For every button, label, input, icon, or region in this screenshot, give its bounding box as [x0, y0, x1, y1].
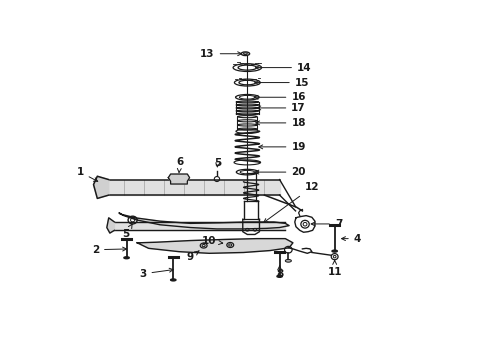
Text: 2: 2: [92, 245, 126, 255]
Text: 4: 4: [342, 234, 361, 244]
Text: 20: 20: [255, 167, 306, 177]
Text: 5: 5: [214, 158, 221, 168]
Text: 14: 14: [256, 63, 312, 73]
Text: 6: 6: [176, 157, 183, 173]
Text: 7: 7: [311, 219, 342, 229]
Text: 1: 1: [76, 167, 98, 181]
Text: 10: 10: [202, 237, 222, 246]
Ellipse shape: [124, 257, 129, 259]
Polygon shape: [169, 174, 190, 184]
Polygon shape: [94, 176, 109, 198]
Text: 19: 19: [259, 142, 306, 152]
Polygon shape: [119, 213, 289, 229]
Text: 11: 11: [327, 261, 342, 277]
Ellipse shape: [285, 260, 292, 262]
Text: 5: 5: [122, 224, 132, 239]
Text: 15: 15: [255, 77, 309, 87]
Text: 17: 17: [257, 103, 306, 113]
Text: 13: 13: [200, 49, 242, 59]
Text: 18: 18: [256, 118, 306, 128]
Text: 12: 12: [264, 183, 319, 222]
Ellipse shape: [171, 279, 176, 281]
Text: 16: 16: [254, 92, 306, 102]
Text: 9: 9: [187, 251, 199, 262]
Text: 8: 8: [276, 266, 283, 279]
Ellipse shape: [277, 275, 282, 277]
Text: 3: 3: [139, 268, 173, 279]
Ellipse shape: [332, 250, 337, 252]
Polygon shape: [107, 218, 115, 233]
Polygon shape: [137, 239, 293, 253]
